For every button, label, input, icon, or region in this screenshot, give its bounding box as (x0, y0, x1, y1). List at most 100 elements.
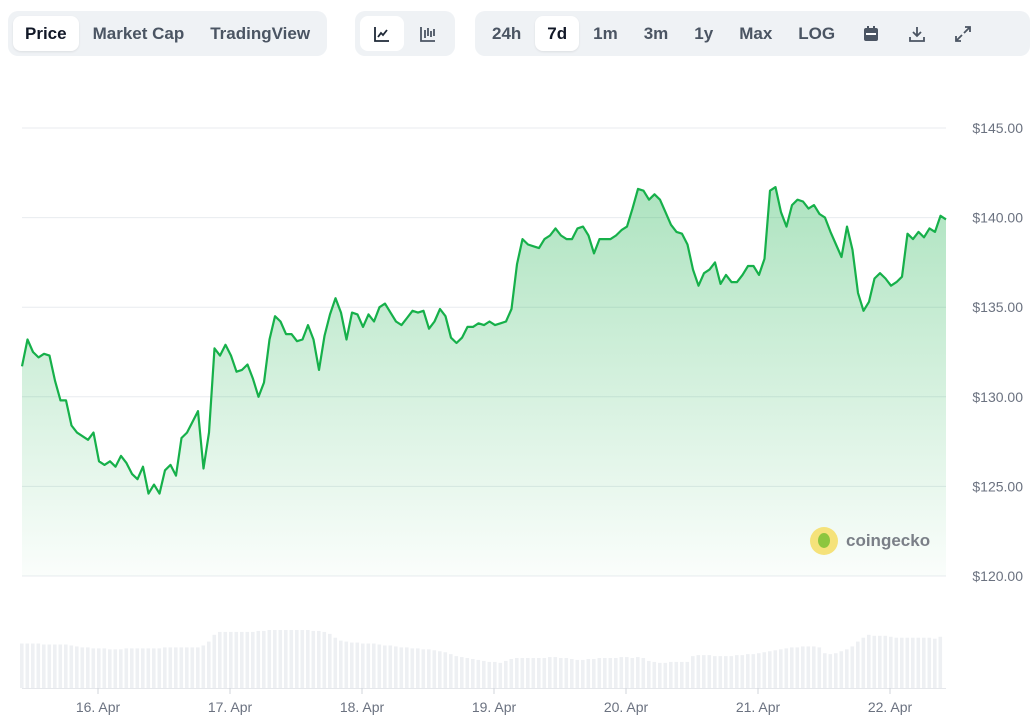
volume-bar (141, 648, 145, 688)
volume-bar (372, 643, 376, 688)
volume-bar (212, 634, 217, 688)
volume-bar (619, 657, 624, 688)
volume-bar (350, 642, 354, 688)
volume-bar (856, 641, 860, 688)
volume-bar (328, 633, 332, 688)
volume-bar (713, 656, 717, 688)
volume-bar (520, 658, 525, 688)
download-button[interactable] (895, 16, 939, 51)
watermark-text: coingecko (846, 531, 931, 550)
volume-bar (443, 652, 448, 688)
volume-bar (471, 659, 475, 688)
volume-bar (839, 651, 844, 688)
volume-bar (322, 631, 327, 688)
volume-bar (493, 661, 497, 688)
volume-bar (801, 646, 805, 688)
range-3m[interactable]: 3m (643, 23, 669, 43)
line-chart-button[interactable] (360, 16, 404, 51)
volume-bar (509, 659, 514, 688)
volume-bar (636, 657, 640, 688)
volume-bar (355, 642, 360, 688)
volume-bar (284, 630, 288, 688)
range-24h[interactable]: 24h (492, 23, 522, 43)
volume-bar (652, 661, 657, 688)
calendar-button[interactable] (849, 16, 893, 51)
y-tick-label: $130.00 (972, 389, 1023, 405)
volume-bar (174, 647, 178, 688)
log-toggle[interactable]: LOG (798, 23, 836, 43)
volume-bar (86, 647, 90, 688)
volume-bar (190, 647, 195, 688)
volume-bar (163, 647, 167, 688)
volume-bar (707, 655, 712, 688)
volume-bar (922, 637, 926, 688)
volume-bar (102, 648, 107, 688)
volume-bar (729, 656, 734, 688)
volume-bar (696, 655, 701, 688)
volume-bar (872, 635, 877, 688)
range-max[interactable]: Max (739, 23, 773, 43)
coingecko-logo (810, 527, 838, 555)
range-7d[interactable]: 7d (535, 16, 580, 51)
volume-bar (927, 637, 932, 688)
volume-bar (20, 643, 24, 688)
volume-bar (663, 662, 668, 688)
volume-bar (108, 649, 112, 688)
volume-bar (25, 643, 30, 688)
tab-tradingview[interactable]: TradingView (210, 23, 311, 43)
volume-bar (861, 637, 866, 688)
volume-bar (262, 630, 266, 688)
volume-bar (625, 657, 629, 688)
volume-bar (366, 643, 371, 688)
volume-bar (658, 662, 662, 688)
volume-bar (850, 646, 855, 688)
volume-bar (812, 646, 816, 688)
volume-bar (784, 648, 789, 688)
volume-bar (207, 641, 211, 688)
price-area (22, 187, 946, 576)
view-tabs: Price Market Cap TradingView (8, 11, 328, 56)
volume-bar (97, 648, 101, 688)
volume-bar (740, 655, 745, 688)
volume-bar (564, 658, 569, 688)
volume-bar (916, 637, 921, 688)
y-tick-label: $125.00 (972, 478, 1023, 494)
volume-bar (768, 651, 772, 688)
volume-bar (751, 654, 756, 688)
volume-bar (746, 654, 750, 688)
volume-bar (344, 641, 349, 688)
fullscreen-button[interactable] (941, 16, 985, 51)
volume-bar (432, 650, 437, 688)
volume-bar (289, 630, 294, 688)
tab-price[interactable]: Price (13, 16, 79, 51)
volume-bar (867, 634, 871, 688)
range-1y[interactable]: 1y (694, 23, 714, 43)
volume-bar (300, 630, 305, 688)
volume-bar (795, 647, 800, 688)
volume-bar (553, 657, 558, 688)
volume-bar (245, 631, 250, 688)
range-selector: 24h 7d 1m 3m 1y Max LOG (475, 11, 1030, 56)
volume-bar (201, 645, 206, 688)
price-line (20, 186, 947, 495)
price-chart[interactable]: $120.00 $125.00 $130.00 $135.00 $140.00 $145.… (0, 60, 1032, 720)
volume-bar (823, 653, 827, 688)
volume-bar (69, 645, 74, 688)
volume-bar (80, 647, 85, 688)
volume-bar (889, 636, 893, 688)
volume-bar (482, 660, 486, 688)
volume-bar (559, 658, 563, 688)
range-1m[interactable]: 1m (593, 23, 618, 43)
volume-bar (454, 656, 459, 688)
volume-bar (306, 630, 310, 688)
volume-bar (938, 636, 943, 688)
volume-bar (531, 658, 536, 688)
x-tick-label: 20. Apr (604, 699, 649, 715)
volume-bar (878, 635, 882, 688)
candlestick-chart-button[interactable] (406, 16, 450, 51)
coingecko-watermark: coingecko (810, 527, 930, 555)
volume-bar (465, 658, 470, 688)
tab-market-cap[interactable]: Market Cap (92, 23, 185, 43)
volume-bar (146, 648, 151, 688)
volume-bar (75, 646, 79, 688)
